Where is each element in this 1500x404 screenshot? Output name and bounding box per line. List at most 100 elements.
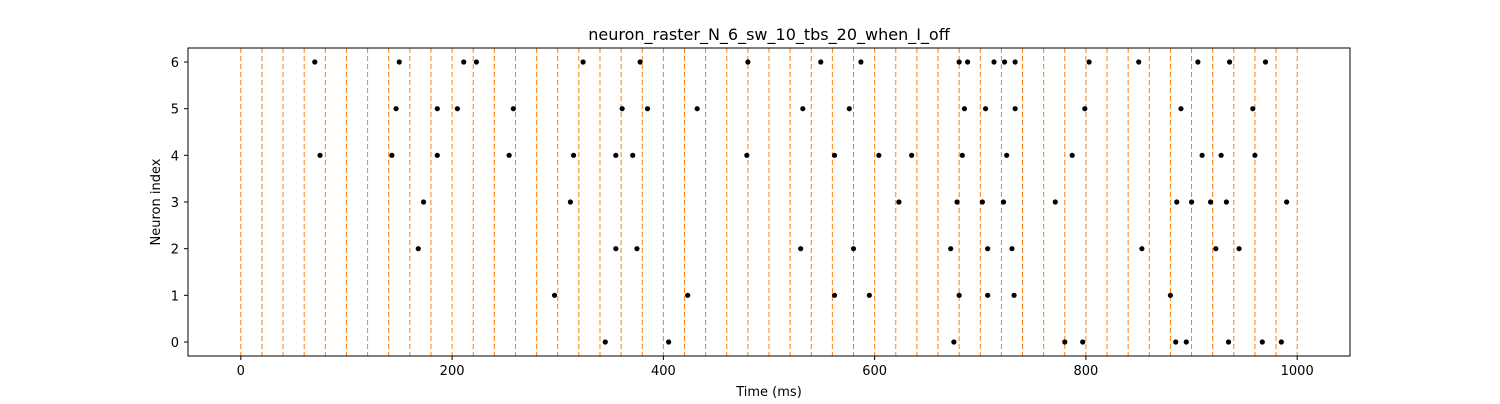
spike-point xyxy=(798,246,804,252)
spike-point xyxy=(959,152,965,158)
spike-points xyxy=(312,59,1290,345)
vertical-marker-lines xyxy=(240,48,1298,356)
spike-point xyxy=(1011,292,1017,298)
spike-point xyxy=(613,246,619,252)
spike-point xyxy=(1178,106,1184,112)
spike-point xyxy=(1284,199,1290,205)
spike-point xyxy=(1012,106,1018,112)
spike-point xyxy=(393,106,399,112)
spike-point xyxy=(985,246,991,252)
y-tick-label: 6 xyxy=(171,56,179,71)
spike-point xyxy=(1174,199,1180,205)
spike-point xyxy=(982,106,989,112)
spike-point xyxy=(396,59,402,65)
spike-point xyxy=(866,292,872,298)
spike-point xyxy=(1223,199,1230,205)
spike-point xyxy=(1183,339,1189,345)
spike-point xyxy=(846,106,852,112)
spike-point xyxy=(1188,199,1195,205)
y-tick-label: 1 xyxy=(171,289,179,304)
spike-point xyxy=(312,59,318,65)
spike-point xyxy=(1080,339,1086,345)
spike-point xyxy=(876,152,882,158)
spike-point xyxy=(1012,59,1018,65)
spike-point xyxy=(1195,59,1201,65)
y-tick-label: 3 xyxy=(171,196,179,211)
spike-point xyxy=(461,59,467,65)
spike-point xyxy=(434,106,440,112)
x-tick-label: 0 xyxy=(237,364,245,379)
spike-point xyxy=(630,152,636,158)
spike-point xyxy=(473,59,479,65)
spike-point xyxy=(1136,59,1142,65)
spike-point xyxy=(694,106,700,112)
spike-point xyxy=(637,59,643,65)
spike-point xyxy=(415,246,421,252)
spike-point xyxy=(850,246,857,252)
spike-point xyxy=(317,152,323,158)
spike-point xyxy=(506,152,512,158)
spike-point xyxy=(454,106,460,112)
spike-point xyxy=(1199,152,1205,158)
spike-point xyxy=(1262,59,1269,65)
spike-point xyxy=(896,199,902,205)
spike-point xyxy=(1225,339,1232,345)
spike-point xyxy=(666,339,672,345)
spike-point xyxy=(685,292,691,298)
spike-point xyxy=(570,152,577,158)
spike-point xyxy=(831,152,838,158)
spike-point xyxy=(1278,339,1284,345)
spike-point xyxy=(991,59,997,65)
spike-point xyxy=(1259,339,1265,345)
spike-point xyxy=(1207,199,1214,205)
spike-point xyxy=(951,339,957,345)
x-tick-label: 1000 xyxy=(1281,364,1314,379)
spike-point xyxy=(745,59,751,65)
spike-point xyxy=(909,152,915,158)
spike-point xyxy=(956,59,962,65)
spike-point xyxy=(954,199,960,205)
spike-point xyxy=(831,292,838,298)
x-tick-label: 200 xyxy=(440,364,465,379)
chart-title: neuron_raster_N_6_sw_10_tbs_20_when_I_of… xyxy=(588,25,950,45)
spike-point xyxy=(434,152,440,158)
spike-point xyxy=(948,246,954,252)
spike-point xyxy=(1086,59,1092,65)
x-tick-label: 600 xyxy=(862,364,887,379)
x-axis-ticks: 0 200 400 600 800 1000 xyxy=(237,356,1314,379)
x-tick-label: 800 xyxy=(1073,364,1098,379)
x-axis-label: Time (ms) xyxy=(735,385,802,400)
spike-point xyxy=(964,59,971,65)
x-tick-label: 400 xyxy=(651,364,676,379)
spike-point xyxy=(510,106,516,112)
spike-point xyxy=(1167,292,1174,298)
y-tick-label: 0 xyxy=(171,336,179,351)
spike-point xyxy=(800,106,806,112)
spike-point xyxy=(1001,59,1008,65)
spike-point xyxy=(985,292,991,298)
spike-point xyxy=(858,59,864,65)
spike-point xyxy=(634,246,640,252)
spike-point xyxy=(1069,152,1075,158)
spike-point xyxy=(1213,246,1219,252)
spike-point xyxy=(1009,246,1015,252)
spike-point xyxy=(1226,59,1233,65)
spike-point xyxy=(1173,339,1179,345)
spike-point xyxy=(1004,152,1010,158)
spike-point xyxy=(1052,199,1058,205)
spike-point xyxy=(1250,106,1256,112)
spike-point xyxy=(1082,106,1088,112)
y-axis-ticks: 0 1 2 3 4 5 6 xyxy=(171,56,188,351)
y-tick-label: 5 xyxy=(171,103,179,118)
spike-point xyxy=(644,106,651,112)
spike-point xyxy=(1139,246,1145,252)
spike-point xyxy=(619,106,625,112)
spike-point xyxy=(1252,152,1258,158)
spike-point xyxy=(602,339,608,345)
spike-point xyxy=(818,59,824,65)
spike-point xyxy=(744,152,750,158)
y-tick-label: 2 xyxy=(171,243,179,258)
spike-point xyxy=(613,152,619,158)
